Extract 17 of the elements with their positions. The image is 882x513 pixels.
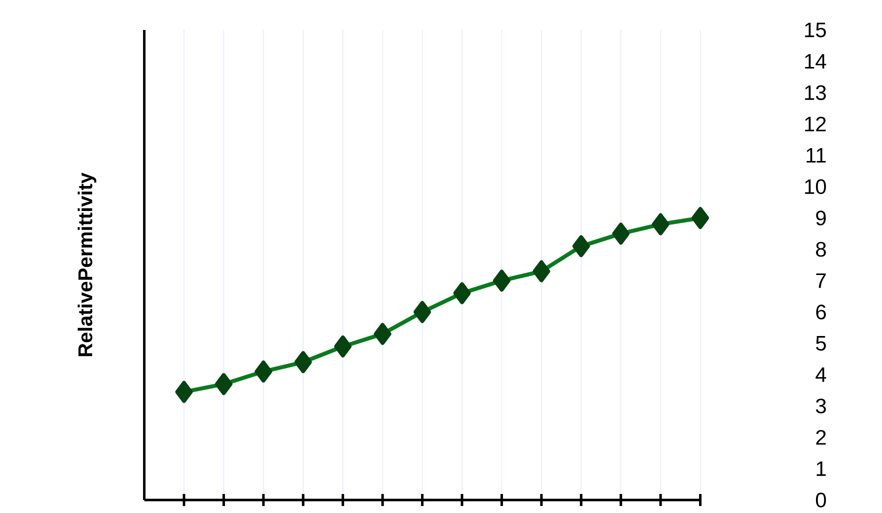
y-axis-title: RelativePermittivity [78,172,96,356]
y-tick-label: 10 [805,179,826,194]
y-tick-label: 3 [816,398,826,414]
y-tick-label: 12 [805,116,826,132]
y-tick-label: 2 [816,430,826,445]
y-tick-label: 14 [805,54,826,69]
y-tick-label: 0 [816,492,826,508]
y-tick-label: 8 [816,242,826,257]
y-tick-label: 13 [805,85,826,100]
y-tick-label: 1 [816,461,826,476]
y-tick-label: 11 [806,148,826,163]
y-tick-label: 9 [816,210,826,226]
y-tick-label: 6 [816,304,826,320]
y-tick-label: 7 [816,273,826,288]
y-tick-label: 15 [805,22,826,38]
y-tick-label: 5 [816,336,826,351]
y-tick-label: 4 [816,367,826,382]
